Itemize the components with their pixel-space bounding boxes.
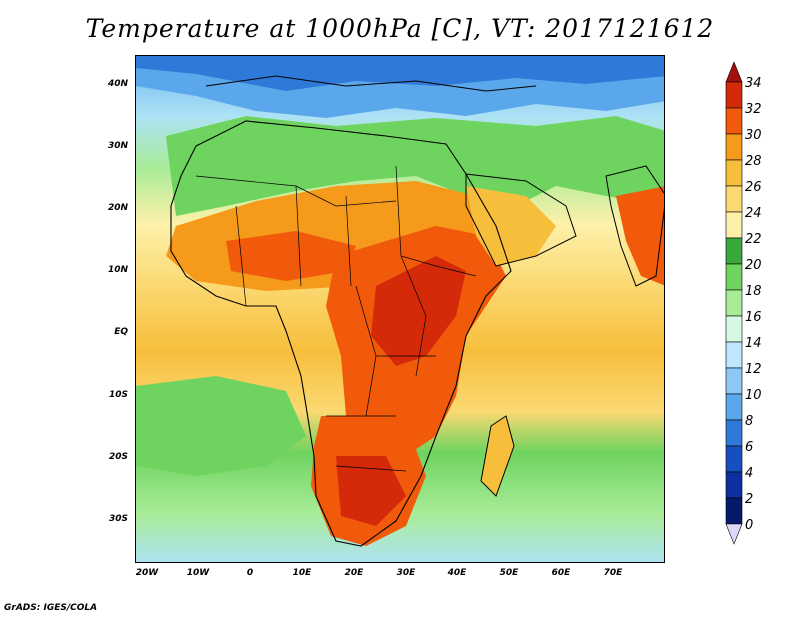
colorbar-segment xyxy=(725,289,743,317)
colorbar-label: 10 xyxy=(745,388,762,403)
colorbar-segment xyxy=(725,107,743,135)
colorbar-underflow-arrow xyxy=(725,523,743,545)
colorbar-label: 14 xyxy=(745,336,762,351)
colorbar-label: 18 xyxy=(745,284,762,299)
colorbar-label: 32 xyxy=(745,102,762,117)
colorbar xyxy=(725,61,743,545)
temperature-field xyxy=(136,56,664,562)
colorbar-segment xyxy=(725,263,743,291)
lat-label: EQ xyxy=(114,327,128,337)
lon-label: 0 xyxy=(246,568,254,578)
arabia-coastline xyxy=(465,173,577,267)
colorbar-label: 4 xyxy=(745,466,754,481)
colorbar-label: 16 xyxy=(745,310,762,325)
lon-label: 30E xyxy=(396,568,416,578)
lon-label: 50E xyxy=(499,568,519,578)
colorbar-segment xyxy=(725,341,743,369)
lon-label: 20W xyxy=(135,568,159,578)
colorbar-segment xyxy=(725,497,743,525)
colorbar-label: 6 xyxy=(745,440,754,455)
india-coastline xyxy=(605,165,664,287)
colorbar-label: 28 xyxy=(745,154,762,169)
lon-label: 60E xyxy=(551,568,571,578)
colorbar-label: 8 xyxy=(745,414,754,429)
lat-label: 40N xyxy=(107,79,128,89)
map-title: Temperature at 1000hPa [C], VT: 20171216… xyxy=(85,14,715,43)
colorbar-label: 30 xyxy=(745,128,762,143)
lon-label: 20E xyxy=(344,568,364,578)
colorbar-segment xyxy=(725,185,743,213)
europe-coastline xyxy=(205,75,537,92)
colorbar-segment xyxy=(725,471,743,499)
colorbar-label: 2 xyxy=(745,492,754,507)
colorbar-label: 20 xyxy=(745,258,762,273)
lat-label: 10S xyxy=(108,390,128,400)
colorbar-label: 12 xyxy=(745,362,762,377)
arabia-zone xyxy=(466,186,556,266)
colorbar-label: 34 xyxy=(745,76,762,91)
colorbar-segment xyxy=(725,211,743,239)
colorbar-segment xyxy=(725,237,743,265)
lat-label: 20S xyxy=(108,452,128,462)
lon-label: 40E xyxy=(447,568,467,578)
colorbar-label: 24 xyxy=(745,206,762,221)
colorbar-segment xyxy=(725,315,743,343)
colorbar-segment xyxy=(725,393,743,421)
colorbar-segment xyxy=(725,367,743,395)
colorbar-label: 22 xyxy=(745,232,762,247)
temperature-map xyxy=(135,55,665,563)
lon-label: 10E xyxy=(292,568,312,578)
colorbar-label: 0 xyxy=(745,518,754,533)
colorbar-segment xyxy=(725,81,743,109)
colorbar-label: 26 xyxy=(745,180,762,195)
india-zone xyxy=(616,186,664,286)
lon-label: 70E xyxy=(603,568,623,578)
atlantic-cool xyxy=(136,376,306,476)
lon-label: 10W xyxy=(186,568,210,578)
africa-coastline xyxy=(170,120,512,547)
credit-text: GrADS: IGES/COLA xyxy=(4,603,98,613)
colorbar-segment xyxy=(725,419,743,447)
lat-label: 30N xyxy=(107,141,128,151)
colorbar-overflow-arrow xyxy=(725,61,743,83)
lat-label: 10N xyxy=(107,265,128,275)
north-africa-zone xyxy=(166,116,664,216)
lat-label: 20N xyxy=(107,203,128,213)
colorbar-segment xyxy=(725,133,743,161)
lat-label: 30S xyxy=(108,514,128,524)
colorbar-segment xyxy=(725,445,743,473)
country-borders xyxy=(195,165,477,472)
colorbar-segment xyxy=(725,159,743,187)
